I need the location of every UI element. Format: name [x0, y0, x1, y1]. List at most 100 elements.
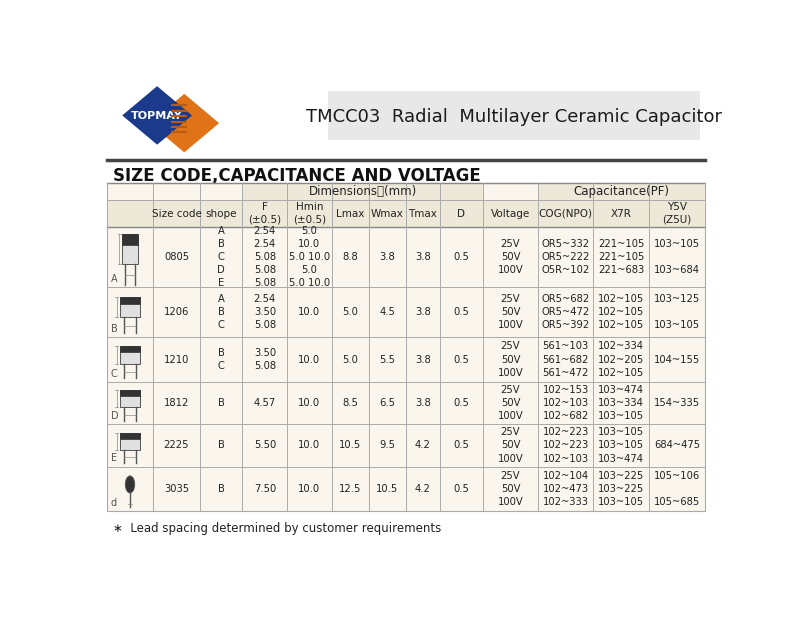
Text: B: B	[218, 440, 224, 451]
Text: 5.50: 5.50	[253, 440, 276, 451]
Text: OR5~682
OR5~472
OR5~392: OR5~682 OR5~472 OR5~392	[542, 294, 590, 330]
Text: Hmin
(±0.5): Hmin (±0.5)	[293, 203, 326, 225]
Text: B: B	[218, 398, 224, 408]
Text: 7.50: 7.50	[253, 484, 276, 494]
FancyBboxPatch shape	[122, 234, 138, 264]
Text: 103~225
103~225
103~105: 103~225 103~225 103~105	[598, 470, 644, 507]
Text: C: C	[111, 369, 117, 379]
Text: 5.5: 5.5	[379, 354, 395, 365]
FancyBboxPatch shape	[120, 346, 140, 364]
Text: A
B
C
D
E: A B C D E	[217, 226, 225, 288]
Text: 0.5: 0.5	[453, 307, 469, 317]
Text: Dimensions：(mm): Dimensions：(mm)	[308, 185, 417, 198]
Text: 3.8: 3.8	[415, 307, 431, 317]
FancyBboxPatch shape	[328, 91, 699, 140]
Text: B: B	[111, 324, 117, 334]
Text: 3.8: 3.8	[379, 252, 395, 262]
Text: 2.54
2.54
5.08
5.08
5.08: 2.54 2.54 5.08 5.08 5.08	[253, 226, 276, 288]
Text: 25V
50V
100V: 25V 50V 100V	[497, 341, 524, 378]
Text: 102~334
102~205
102~105: 102~334 102~205 102~105	[598, 341, 644, 378]
FancyBboxPatch shape	[242, 183, 482, 200]
Text: 104~155: 104~155	[654, 354, 700, 365]
Text: d: d	[111, 498, 116, 508]
Text: 10.0: 10.0	[299, 484, 321, 494]
Text: TOPMAY: TOPMAY	[131, 111, 183, 121]
Text: 25V
50V
100V: 25V 50V 100V	[497, 427, 524, 463]
Text: Capacitance(PF): Capacitance(PF)	[573, 185, 670, 198]
Text: OR5~332
OR5~222
O5R~102: OR5~332 OR5~222 O5R~102	[542, 239, 590, 275]
Text: 4.2: 4.2	[415, 440, 431, 451]
Text: 10.0: 10.0	[299, 307, 321, 317]
Text: 3.8: 3.8	[415, 398, 431, 408]
Text: 0.5: 0.5	[453, 252, 469, 262]
Text: 1812: 1812	[164, 398, 189, 408]
FancyBboxPatch shape	[120, 433, 140, 449]
Text: 12.5: 12.5	[339, 484, 361, 494]
Text: 0.5: 0.5	[453, 354, 469, 365]
Text: 103~105

103~684: 103~105 103~684	[654, 239, 700, 275]
Text: 3.8: 3.8	[415, 252, 431, 262]
Text: B: B	[218, 484, 224, 494]
Text: 102~105
102~105
102~105: 102~105 102~105 102~105	[598, 294, 644, 330]
FancyBboxPatch shape	[120, 346, 140, 353]
Text: 102~153
102~103
102~682: 102~153 102~103 102~682	[543, 385, 588, 421]
Text: 10.0: 10.0	[299, 440, 321, 451]
Polygon shape	[122, 86, 192, 145]
Text: 102~223
102~223
102~103: 102~223 102~223 102~103	[543, 427, 588, 463]
Text: 8.5: 8.5	[342, 398, 358, 408]
Text: D: D	[457, 208, 466, 219]
Text: 8.8: 8.8	[342, 252, 358, 262]
FancyBboxPatch shape	[120, 297, 140, 317]
Text: 561~103
561~682
561~472: 561~103 561~682 561~472	[543, 341, 588, 378]
Text: 0.5: 0.5	[453, 484, 469, 494]
Text: SIZE CODE,CAPACITANCE AND VOLTAGE: SIZE CODE,CAPACITANCE AND VOLTAGE	[113, 167, 481, 185]
Text: X7R: X7R	[611, 208, 631, 219]
Text: 3035: 3035	[164, 484, 189, 494]
Text: 25V
50V
100V: 25V 50V 100V	[497, 294, 524, 330]
Text: D: D	[111, 411, 118, 421]
FancyBboxPatch shape	[122, 234, 138, 245]
Ellipse shape	[125, 476, 135, 493]
FancyBboxPatch shape	[120, 390, 140, 407]
Text: Tmax: Tmax	[409, 208, 437, 219]
Text: 102~104
102~473
102~333: 102~104 102~473 102~333	[543, 470, 588, 507]
Text: 25V
50V
100V: 25V 50V 100V	[497, 385, 524, 421]
Text: B
C: B C	[218, 348, 224, 371]
Polygon shape	[150, 94, 219, 153]
FancyBboxPatch shape	[107, 183, 705, 512]
Text: Size code: Size code	[151, 208, 201, 219]
Text: 103~125

103~105: 103~125 103~105	[654, 294, 700, 330]
Text: 4.2: 4.2	[415, 484, 431, 494]
Text: Voltage: Voltage	[491, 208, 530, 219]
Text: shope: shope	[205, 208, 237, 219]
Text: 3.8: 3.8	[415, 354, 431, 365]
Text: 221~105
221~105
221~683: 221~105 221~105 221~683	[598, 239, 644, 275]
Text: 154~335: 154~335	[654, 398, 700, 408]
Text: Wmax: Wmax	[371, 208, 404, 219]
Text: E: E	[111, 453, 116, 463]
Text: 25V
50V
100V: 25V 50V 100V	[497, 239, 524, 275]
FancyBboxPatch shape	[120, 390, 140, 396]
Text: F
(±0.5): F (±0.5)	[248, 203, 281, 225]
FancyBboxPatch shape	[539, 183, 705, 200]
Text: TMCC03  Radial  Multilayer Ceramic Capacitor: TMCC03 Radial Multilayer Ceramic Capacit…	[306, 108, 722, 126]
Text: 3.50
5.08: 3.50 5.08	[253, 348, 276, 371]
Text: 5.0: 5.0	[342, 307, 358, 317]
Text: 25V
50V
100V: 25V 50V 100V	[497, 470, 524, 507]
Text: 4.5: 4.5	[379, 307, 395, 317]
Text: 4.57: 4.57	[253, 398, 276, 408]
Text: 2225: 2225	[164, 440, 189, 451]
Text: 0.5: 0.5	[453, 440, 469, 451]
Text: 10.5: 10.5	[376, 484, 398, 494]
Text: 1210: 1210	[164, 354, 189, 365]
Text: A: A	[111, 274, 117, 284]
Text: A
B
C: A B C	[218, 294, 224, 330]
Text: 0805: 0805	[164, 252, 189, 262]
Text: 103~105
103~105
103~474: 103~105 103~105 103~474	[598, 427, 644, 463]
Text: 10.5: 10.5	[339, 440, 361, 451]
Text: Y5V
(Z5U): Y5V (Z5U)	[663, 203, 691, 225]
Text: ∗  Lead spacing determined by customer requirements: ∗ Lead spacing determined by customer re…	[113, 522, 441, 535]
FancyBboxPatch shape	[107, 200, 705, 227]
Text: 2.54
3.50
5.08: 2.54 3.50 5.08	[253, 294, 276, 330]
Text: 0.5: 0.5	[453, 398, 469, 408]
